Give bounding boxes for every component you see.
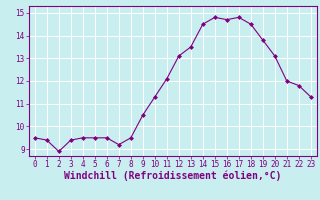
X-axis label: Windchill (Refroidissement éolien,°C): Windchill (Refroidissement éolien,°C) [64,171,282,181]
